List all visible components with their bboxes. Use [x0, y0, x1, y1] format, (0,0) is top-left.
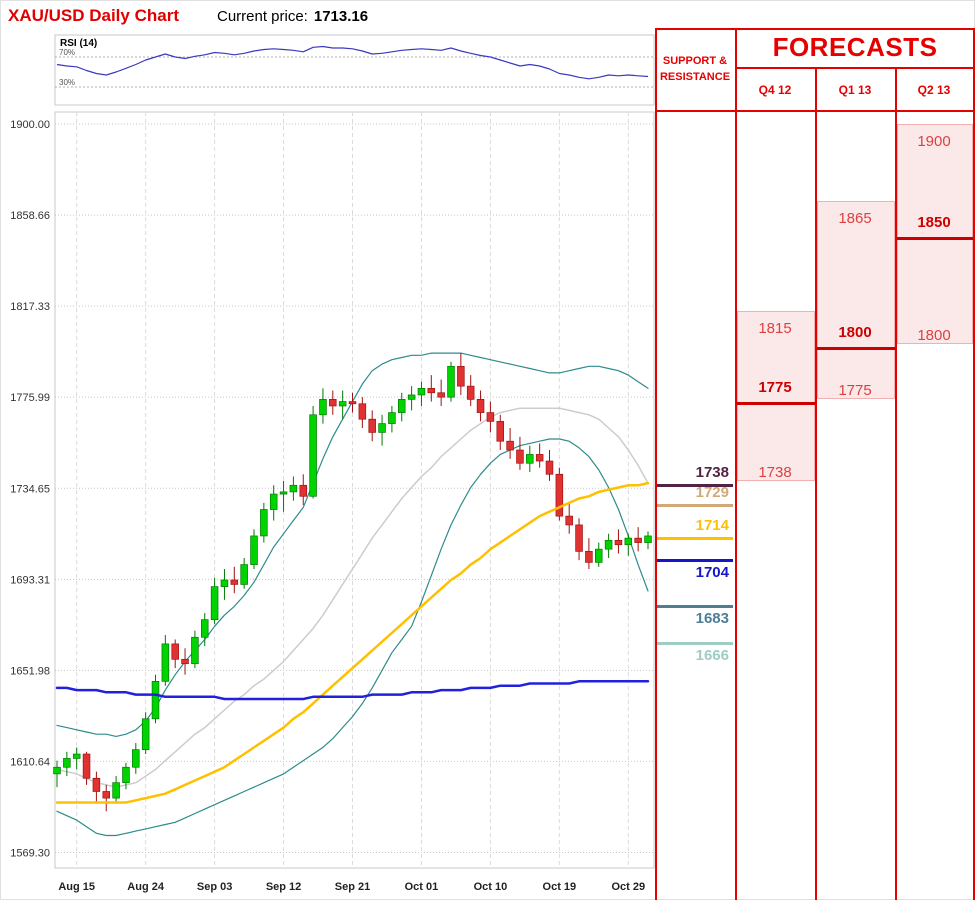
- svg-text:70%: 70%: [59, 48, 75, 57]
- forecasts-title: FORECASTS: [772, 32, 938, 62]
- panel-border-vertical: [973, 28, 975, 900]
- svg-text:1610.64: 1610.64: [10, 756, 50, 768]
- forecast-low: 1775: [838, 382, 872, 400]
- svg-text:1775.99: 1775.99: [10, 392, 50, 404]
- sr-level-line: [657, 558, 733, 562]
- svg-text:Aug 15: Aug 15: [58, 881, 95, 893]
- sr-level-label: 1666: [695, 647, 729, 665]
- svg-text:Sep 12: Sep 12: [266, 881, 301, 893]
- panel-border-horizontal: [735, 67, 975, 69]
- sr-level-line: [657, 483, 733, 487]
- forecast-range-box: [897, 124, 973, 345]
- sr-column-header: SUPPORT & RESISTANCE: [657, 30, 733, 108]
- current-price-value: 1713.16: [313, 8, 369, 25]
- forecast-quarter-header: Q4 12: [758, 82, 792, 97]
- sr-header-line1: SUPPORT &: [662, 54, 728, 67]
- chart-grid: 1900.00 1858.66 1817.33 1775.99 1734.65 1693.…: [10, 111, 655, 893]
- forecast-target: 1775: [758, 379, 792, 397]
- svg-text:1569.30: 1569.30: [10, 848, 50, 860]
- svg-text:Oct 10: Oct 10: [474, 881, 508, 893]
- svg-text:1693.31: 1693.31: [10, 574, 50, 586]
- sr-level-line: [657, 503, 733, 507]
- svg-text:1734.65: 1734.65: [10, 483, 50, 495]
- svg-text:Sep 03: Sep 03: [197, 881, 232, 893]
- forecast-low: 1738: [758, 463, 792, 481]
- svg-text:Oct 29: Oct 29: [611, 881, 645, 893]
- panel-border-vertical: [735, 28, 737, 900]
- panel-border-vertical: [895, 67, 897, 900]
- sr-level-label: 1729: [695, 483, 729, 501]
- sr-level-label: 1704: [695, 563, 729, 581]
- sr-level-label: 1714: [695, 516, 729, 534]
- current-price-label: Current price:: [216, 8, 308, 25]
- candlesticks: [53, 353, 652, 812]
- forecast-high: 1865: [838, 210, 872, 228]
- panel-border-vertical: [655, 28, 657, 900]
- forecast-range-box: [817, 201, 895, 400]
- forecast-range-box: [737, 311, 815, 481]
- svg-text:30%: 30%: [59, 78, 75, 87]
- chart-title: XAU/USD Daily Chart: [8, 6, 179, 25]
- svg-text:Oct 19: Oct 19: [543, 881, 577, 893]
- forecast-low: 1800: [917, 327, 951, 345]
- forecast-high: 1900: [917, 133, 951, 150]
- forecast-target-line: [897, 237, 973, 241]
- sr-level-line: [657, 642, 733, 646]
- svg-text:1817.33: 1817.33: [10, 301, 50, 313]
- panel-border-horizontal: [655, 110, 975, 112]
- forecast-target-line: [817, 347, 895, 351]
- rsi-panel: 70% 30% RSI (14): [54, 34, 655, 106]
- report-header: XAU/USD Daily Chart Current price: 1713.16: [8, 6, 368, 26]
- moving-averages: [55, 481, 650, 804]
- svg-text:Oct 01: Oct 01: [405, 881, 439, 893]
- forecast-quarter-header: Q1 13: [838, 82, 872, 97]
- svg-text:RSI (14): RSI (14): [60, 38, 97, 49]
- sr-header-line2: RESISTANCE: [659, 71, 731, 83]
- panel-border-vertical: [815, 67, 817, 900]
- forecast-target: 1800: [838, 324, 872, 342]
- forecast-quarter-header: Q2 13: [917, 82, 951, 97]
- svg-text:1858.66: 1858.66: [10, 210, 50, 222]
- panel-border-horizontal: [655, 28, 975, 30]
- forecast-target: 1850: [917, 214, 951, 232]
- forecast-target-line: [737, 402, 815, 406]
- svg-text:1900.00: 1900.00: [10, 119, 50, 131]
- forecast-high: 1815: [758, 320, 792, 338]
- sr-level-line: [657, 605, 733, 609]
- svg-text:1651.98: 1651.98: [10, 665, 50, 677]
- sr-level-label: 1738: [695, 463, 729, 481]
- svg-text:Sep 21: Sep 21: [335, 881, 370, 893]
- svg-text:Aug 24: Aug 24: [127, 881, 165, 893]
- sr-level-label: 1683: [695, 610, 729, 628]
- sr-level-line: [657, 536, 733, 540]
